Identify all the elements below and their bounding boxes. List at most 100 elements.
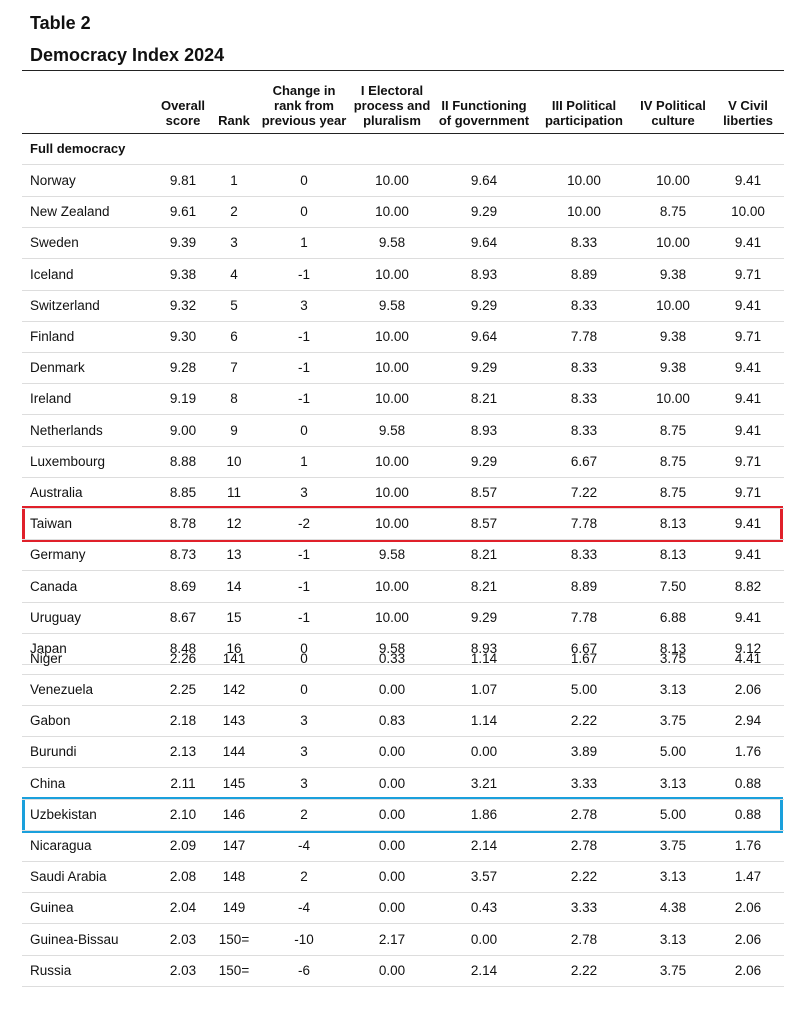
cell: 1.07 bbox=[470, 682, 498, 697]
cell: 2.94 bbox=[734, 713, 762, 729]
cell: 0.88 bbox=[734, 806, 762, 822]
cell: 1.67 bbox=[570, 650, 598, 666]
cell: 1 bbox=[230, 173, 238, 188]
country: Nicaragua bbox=[30, 838, 92, 853]
row-rule bbox=[22, 227, 784, 229]
cell: 3.13 bbox=[659, 931, 687, 947]
row-rule bbox=[22, 164, 784, 165]
cell: 2.06 bbox=[734, 931, 762, 947]
row-rule bbox=[22, 632, 784, 634]
cell: 141 bbox=[222, 650, 246, 666]
cell: 16 bbox=[226, 641, 242, 656]
cell: 8.13 bbox=[659, 641, 687, 656]
column-header: Change in rank from previous year bbox=[261, 83, 347, 128]
cell: 6.67 bbox=[570, 453, 598, 469]
cell: 9.58 bbox=[378, 547, 406, 563]
cell: 9.12 bbox=[734, 641, 762, 656]
cell: 2.78 bbox=[570, 931, 598, 947]
cell: 0.00 bbox=[378, 682, 406, 697]
cell: 0 bbox=[300, 422, 308, 438]
cell: 8.57 bbox=[470, 485, 498, 500]
cell: 3.33 bbox=[570, 775, 598, 791]
row-rule bbox=[22, 985, 784, 987]
cell: 0.00 bbox=[378, 869, 406, 885]
cell: 2.04 bbox=[169, 900, 197, 916]
cell: 10.00 bbox=[567, 173, 601, 188]
cell: 9.41 bbox=[734, 235, 762, 251]
cell: 8.78 bbox=[169, 516, 197, 532]
cell: 3.75 bbox=[659, 650, 687, 666]
row-rule bbox=[22, 196, 784, 197]
cell: -1 bbox=[297, 609, 311, 625]
row-rule bbox=[22, 923, 784, 925]
cell: 3 bbox=[300, 713, 308, 729]
country: China bbox=[30, 775, 66, 791]
cell: 9.41 bbox=[734, 173, 762, 188]
cell: 2.26 bbox=[169, 650, 197, 666]
cell: 3.13 bbox=[659, 775, 687, 791]
cell: 1.14 bbox=[470, 713, 498, 729]
cell: 3.89 bbox=[570, 744, 598, 760]
cell: 5 bbox=[230, 297, 238, 313]
cell: 8.93 bbox=[470, 641, 498, 656]
cell: 0.00 bbox=[378, 900, 406, 916]
cell: 15 bbox=[226, 609, 242, 625]
cell: 0.00 bbox=[470, 931, 498, 947]
cell: 10.00 bbox=[375, 516, 409, 532]
cell: 8.93 bbox=[470, 422, 498, 438]
country: Uruguay bbox=[30, 609, 82, 625]
cell: -1 bbox=[297, 266, 311, 282]
table-label: Table 2 bbox=[30, 13, 91, 33]
cell: 9 bbox=[230, 422, 238, 438]
cell: 3.57 bbox=[470, 869, 498, 885]
cell: 0 bbox=[300, 650, 308, 666]
country: Canada bbox=[30, 578, 78, 594]
cell: 9.81 bbox=[169, 173, 197, 188]
cell: 2 bbox=[230, 204, 238, 220]
cell: 2.25 bbox=[169, 682, 197, 697]
cell: 150= bbox=[218, 931, 250, 947]
cell: 4.38 bbox=[659, 900, 687, 916]
cell: 2.78 bbox=[570, 806, 598, 822]
cell: 9.71 bbox=[734, 485, 762, 500]
cell: 0.33 bbox=[378, 650, 406, 666]
cell: 8.89 bbox=[570, 266, 598, 282]
cell: 1 bbox=[300, 453, 308, 469]
cell: 1.47 bbox=[734, 869, 762, 885]
cell: 145 bbox=[222, 775, 246, 791]
cell: 1.76 bbox=[734, 838, 762, 853]
cell: 3.75 bbox=[659, 962, 687, 978]
cell: 9.64 bbox=[470, 329, 498, 344]
cell: 10.00 bbox=[656, 173, 690, 188]
row-rule bbox=[22, 798, 784, 800]
cell: 5.00 bbox=[659, 744, 687, 760]
cell: 2.22 bbox=[570, 962, 598, 978]
row-rule bbox=[22, 289, 784, 291]
cell: 9.32 bbox=[169, 297, 197, 313]
cell: 6 bbox=[230, 329, 238, 344]
column-header: Overall score bbox=[160, 98, 206, 128]
cell: 10.00 bbox=[375, 485, 409, 500]
cell: 9.29 bbox=[470, 360, 498, 376]
country: Guinea bbox=[30, 900, 74, 916]
country: Germany bbox=[30, 547, 86, 563]
cell: 4.41 bbox=[734, 650, 762, 666]
cell: 143 bbox=[222, 713, 246, 729]
country: Sweden bbox=[30, 235, 79, 251]
cell: 147 bbox=[222, 838, 246, 853]
cell: 0.00 bbox=[378, 744, 406, 760]
cell: -1 bbox=[297, 578, 311, 594]
cell: 1.86 bbox=[470, 806, 498, 822]
country: Norway bbox=[30, 173, 76, 188]
country: Iceland bbox=[30, 266, 74, 282]
cell: 0.00 bbox=[470, 744, 498, 760]
country: Switzerland bbox=[30, 297, 100, 313]
cell: 10.00 bbox=[375, 578, 409, 594]
cell: 142 bbox=[222, 682, 246, 697]
cell: 8.33 bbox=[570, 297, 598, 313]
cell: 10.00 bbox=[731, 204, 765, 220]
cell: 10 bbox=[226, 453, 242, 469]
highlight-taiwan bbox=[22, 506, 783, 542]
cell: 3.75 bbox=[659, 713, 687, 729]
cell: 8 bbox=[230, 391, 238, 407]
